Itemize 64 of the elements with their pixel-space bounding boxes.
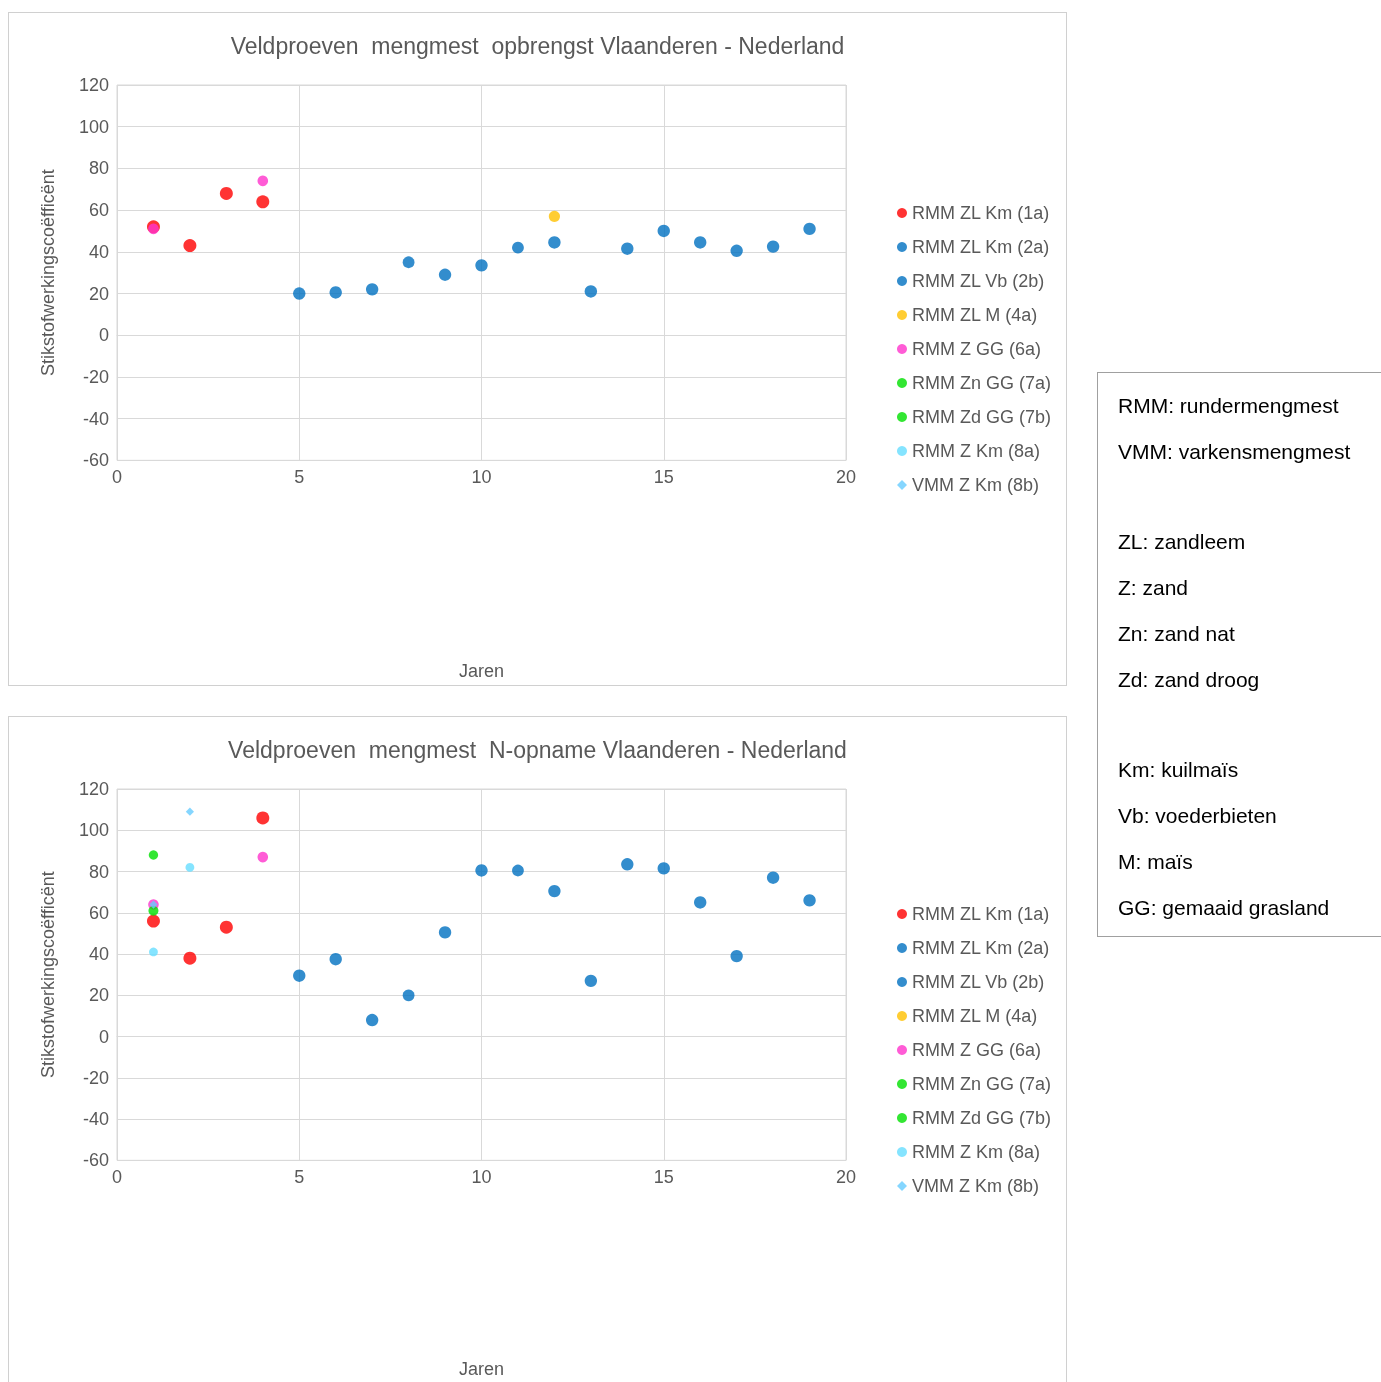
text: GG: gemaaid grasland [1118,895,1331,921]
x-tick-label: 20 [835,467,857,488]
text: Zn: zand nat [1118,621,1236,647]
x-tick-label: 15 [653,467,674,488]
text: Km: kuilmaïs [1118,757,1240,783]
legend-label: RMM ZL Vb (2b) [911,972,1045,992]
x-tick-label: 5 [294,467,305,488]
legend-label: RMM ZL M (4a) [911,1006,1038,1026]
text: ZL: zandleem [1118,529,1247,555]
legend-label: RMM ZL Km (1a) [911,203,1050,223]
y-tick-label: 40 [88,241,109,262]
x-tick-label: 10 [471,1167,492,1188]
legend-label: VMM Z Km (8b) [911,475,1040,495]
y-axis-title: Stikstofwerkingscoëfficënt [38,169,58,377]
y-tick-label: -60 [82,1150,109,1171]
chart-title: Veldproeven mengmest N-opname Vlaanderen - Nederland [228,736,847,763]
y-tick-label: 60 [88,200,109,221]
y-tick-label: -20 [82,1067,109,1088]
legend-label: RMM Z Km (8a) [911,441,1040,461]
legend-label: RMM Zd GG (7b) [911,1108,1052,1128]
legend-label: RMM Z GG (6a) [911,339,1041,359]
legend-label: RMM ZL Km (1a) [911,904,1050,924]
y-tick-label: -40 [82,408,109,429]
legend-label: RMM Zn GG (7a) [911,373,1052,393]
text: RMM: rundermengmest [1118,393,1340,419]
y-tick-label: 60 [88,902,109,923]
legend-label: RMM ZL Km (2a) [911,938,1050,958]
legend-label: RMM Zn GG (7a) [911,1074,1052,1094]
text: Vb: voederbieten [1118,803,1278,829]
text: M: maïs [1118,849,1194,875]
y-tick-label: 100 [78,116,109,137]
legend-label: RMM Z Km (8a) [911,1142,1040,1162]
x-axis-title: Jaren [458,661,505,681]
x-tick-label: 0 [111,1167,123,1188]
chart-title: Veldproeven mengmest opbrengst Vlaanderen - Nederland [230,32,845,59]
y-tick-label: -40 [82,1109,109,1130]
y-tick-label: 80 [88,158,109,179]
x-tick-label: 5 [294,1167,305,1188]
x-tick-label: 15 [653,1167,674,1188]
y-tick-label: 0 [98,325,109,346]
y-tick-label: -20 [82,366,109,387]
x-axis-title: Jaren [458,1359,505,1379]
y-tick-label: -60 [82,450,109,471]
legend-label: RMM Zd GG (7b) [911,407,1052,427]
y-tick-label: 80 [88,861,109,882]
text: VMM: varkensmengmest [1118,439,1352,465]
y-axis-title: Stikstofwerkingscoëfficënt [38,871,58,1079]
y-tick-label: 100 [78,820,109,841]
x-tick-label: 20 [835,1167,857,1188]
legend-label: RMM ZL M (4a) [911,305,1038,325]
legend-label: RMM ZL Km (2a) [911,237,1050,257]
y-tick-label: 20 [88,985,109,1006]
text: Z: zand [1118,575,1190,601]
legend-label: RMM Z GG (6a) [911,1040,1041,1060]
y-tick-label: 40 [88,944,109,965]
x-tick-label: 10 [471,467,492,488]
legend-label: VMM Z Km (8b) [911,1176,1040,1196]
legend-label: RMM ZL Vb (2b) [911,271,1045,291]
y-tick-label: 20 [88,283,109,304]
y-tick-label: 0 [98,1026,109,1047]
text: Zd: zand droog [1118,667,1261,693]
x-tick-label: 0 [111,467,123,488]
y-tick-label: 120 [78,75,109,95]
y-tick-label: 120 [78,779,109,799]
